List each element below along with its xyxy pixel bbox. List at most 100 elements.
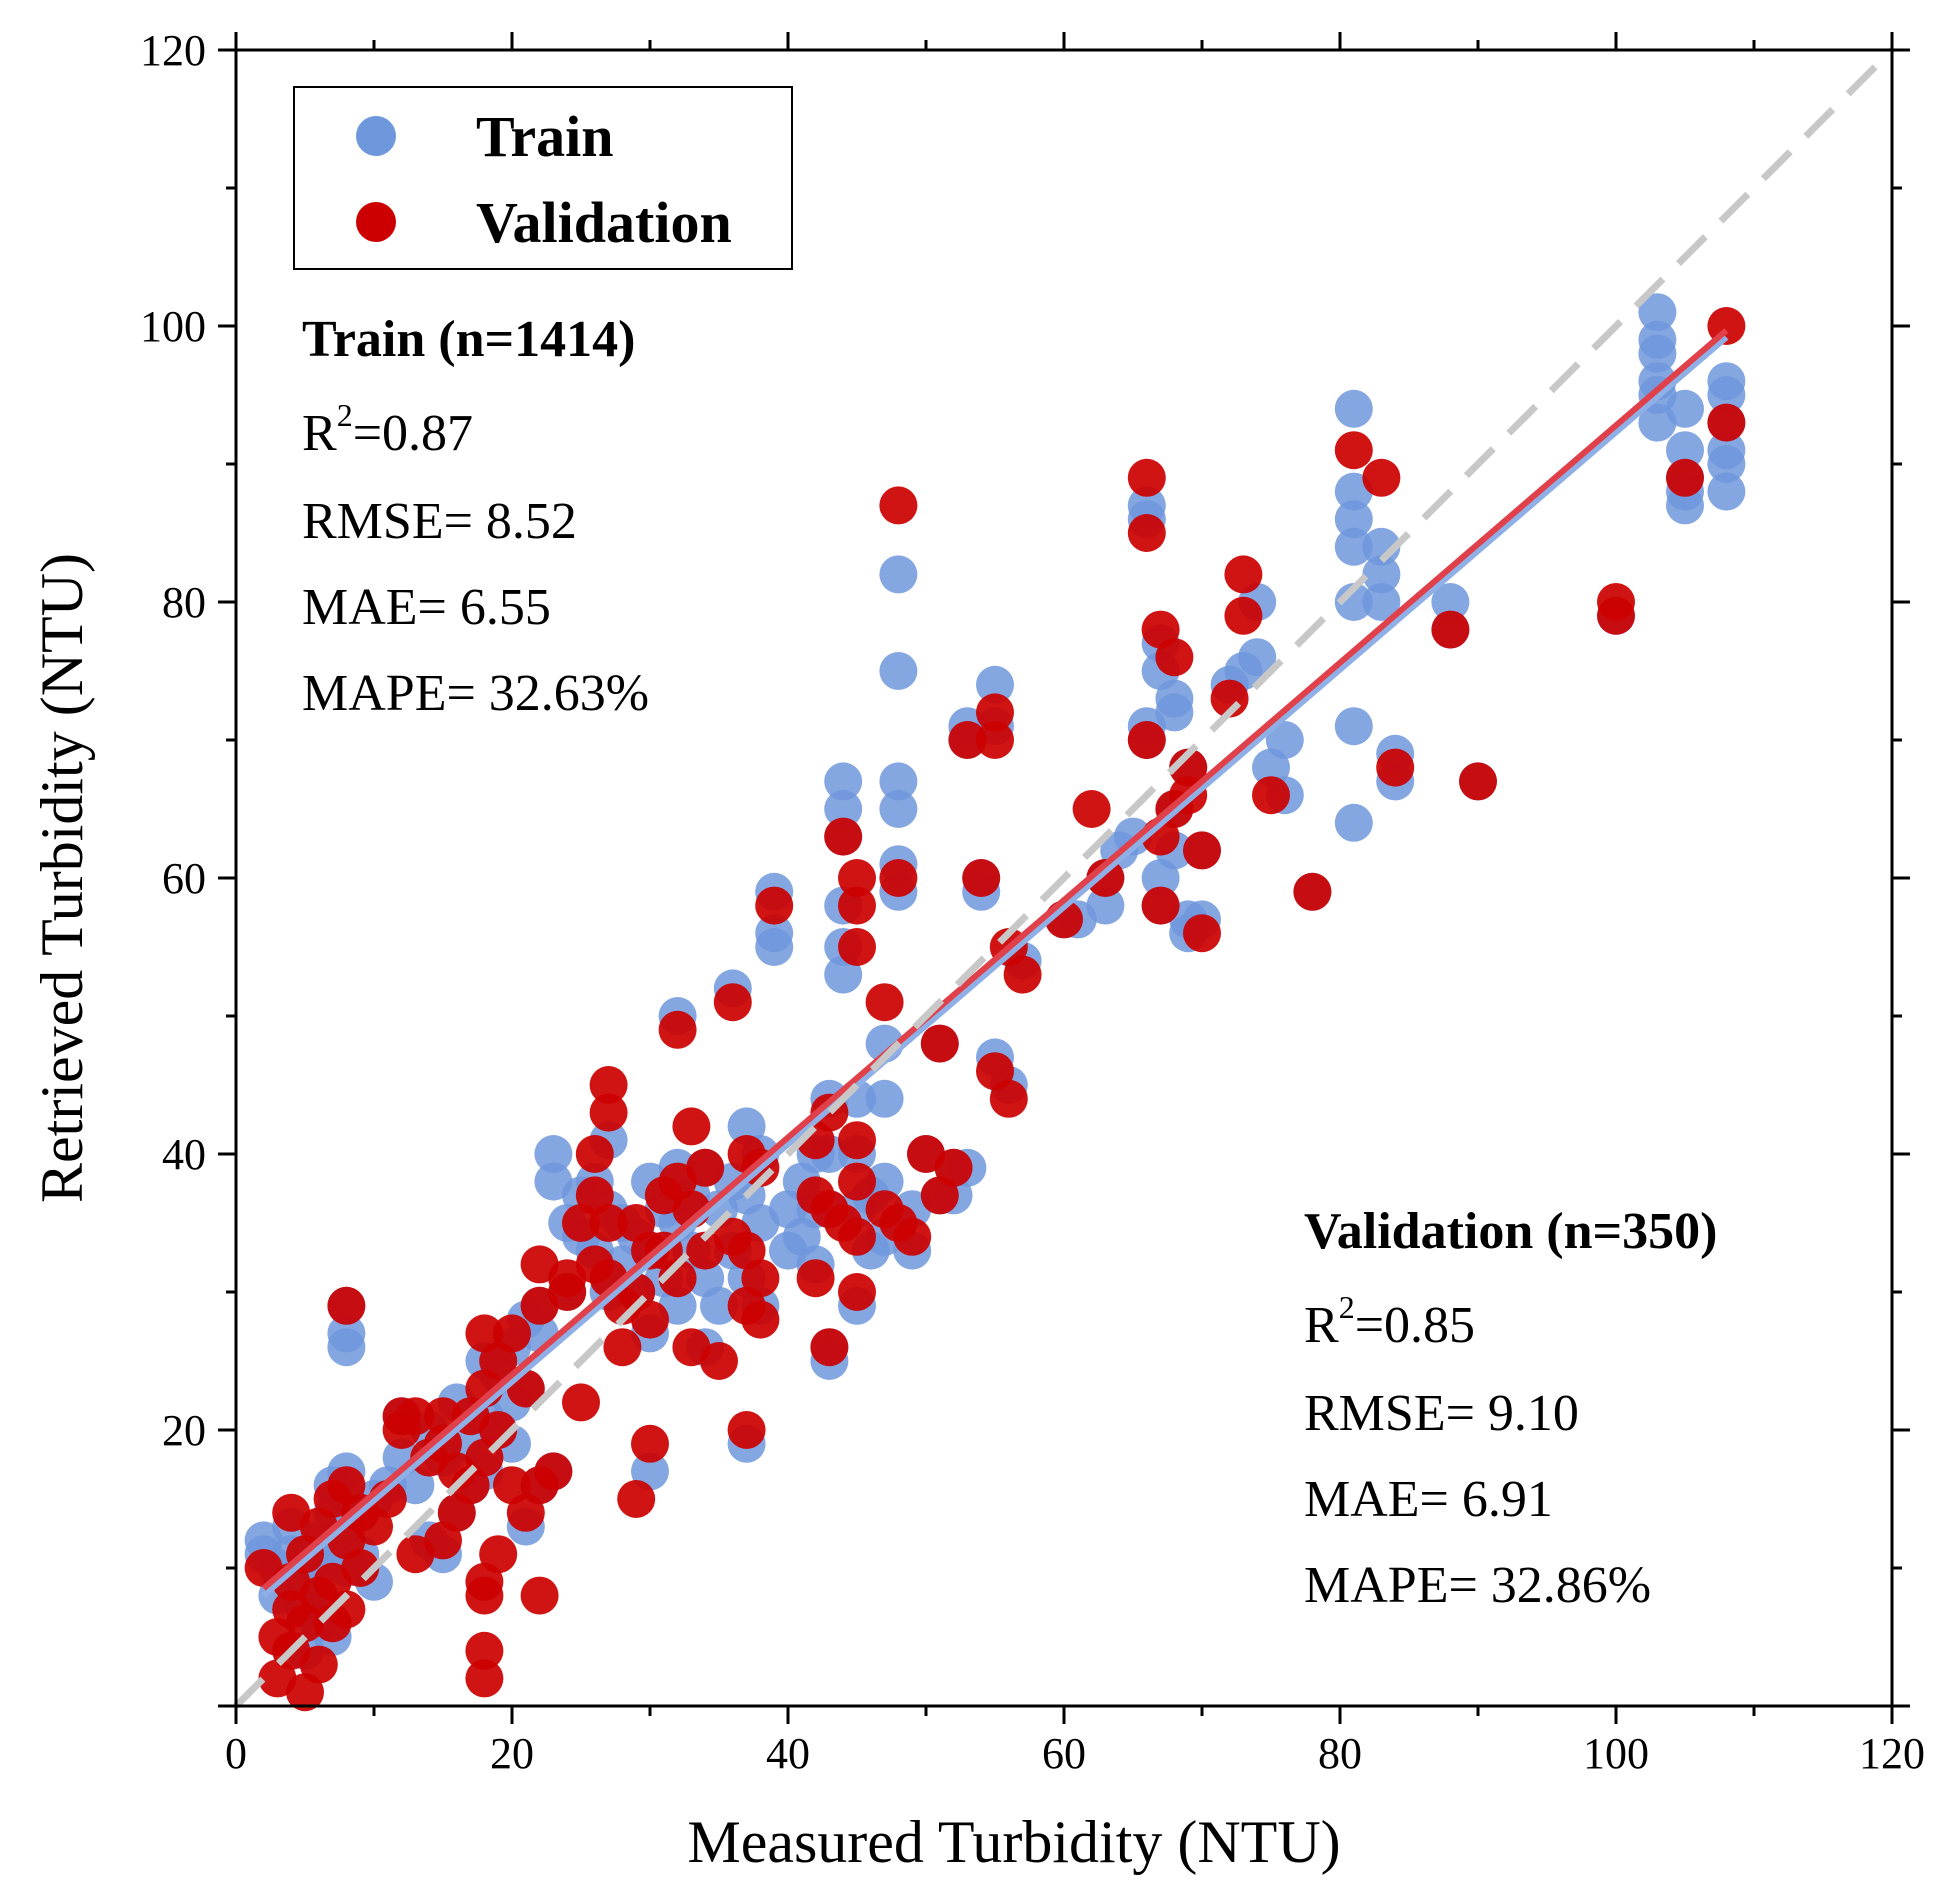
train-rmse: RMSE= 8.52 — [302, 493, 577, 550]
validation-point — [1707, 403, 1746, 442]
validation-point — [396, 1397, 435, 1436]
validation-point — [1155, 638, 1194, 677]
validation-point — [1293, 872, 1332, 911]
validation-point — [879, 859, 918, 897]
legend-marker-train — [356, 116, 396, 156]
fit-lines — [261, 328, 1729, 1598]
validation-point — [658, 1010, 697, 1049]
train-point — [1431, 583, 1470, 621]
validation-r2-label: R — [1304, 1297, 1339, 1354]
validation-point — [589, 1204, 628, 1242]
train-mae: MAE= 6.55 — [302, 579, 551, 636]
validation-stats: Validation (n=350) R2=0.85 RMSE= 9.10 MA… — [1304, 1203, 1717, 1614]
legend-label-train: Train — [476, 104, 614, 169]
validation-point — [1141, 886, 1180, 925]
validation-point — [299, 1645, 338, 1684]
validation-point — [838, 886, 876, 925]
validation-point — [589, 1066, 628, 1104]
train-r2-sup: 2 — [337, 397, 353, 433]
x-tick-label: 0 — [225, 1729, 247, 1778]
validation-fit-line — [261, 328, 1729, 1591]
validation-point — [603, 1328, 642, 1367]
validation-rmse: RMSE= 9.10 — [1304, 1385, 1579, 1442]
validation-point — [1183, 914, 1221, 953]
validation-point — [1086, 859, 1125, 897]
train-point — [1707, 472, 1746, 511]
validation-point — [989, 1079, 1028, 1118]
validation-r2-value: =0.85 — [1355, 1297, 1475, 1354]
train-point — [1362, 583, 1401, 621]
validation-point — [479, 1535, 518, 1574]
validation-point — [741, 1300, 780, 1339]
legend-label-validation: Validation — [476, 190, 732, 255]
axis-tick-labels: 0 20 40 60 80 100 120 20 40 60 80 100 120 — [140, 26, 1925, 1778]
x-tick-label: 20 — [490, 1729, 534, 1778]
one-to-one-reference-line — [233, 47, 1895, 1709]
train-point — [1238, 638, 1277, 677]
validation-point — [465, 1631, 504, 1670]
train-point — [534, 1135, 573, 1173]
train-point — [1638, 293, 1677, 332]
validation-point — [1362, 458, 1401, 497]
train-point — [824, 790, 863, 828]
validation-point — [934, 1148, 973, 1187]
validation-point — [1127, 514, 1166, 552]
validation-point — [562, 1383, 600, 1422]
y-tick-label: 60 — [162, 854, 206, 903]
train-point — [1638, 334, 1677, 373]
train-point — [865, 1162, 904, 1201]
validation-point — [341, 1549, 380, 1587]
train-point — [1334, 527, 1373, 566]
train-fit-line — [261, 335, 1729, 1598]
validation-point — [672, 1107, 711, 1146]
legend-marker-validation — [356, 202, 396, 242]
validation-point — [479, 1411, 518, 1449]
validation-point — [520, 1576, 559, 1615]
validation-point — [713, 983, 752, 1022]
validation-point — [727, 1411, 766, 1449]
validation-point — [1597, 596, 1635, 635]
validation-point — [1666, 458, 1704, 497]
train-point — [1334, 389, 1373, 428]
train-point — [700, 1286, 738, 1325]
train-point — [1666, 431, 1704, 470]
train-stats: Train (n=1414) R2=0.87 RMSE= 8.52 MAE= 6… — [302, 311, 649, 722]
train-point — [879, 555, 918, 594]
y-tick-label: 40 — [162, 1130, 206, 1179]
train-point — [1362, 555, 1401, 594]
validation-point — [976, 693, 1014, 732]
train-point — [879, 790, 918, 828]
validation-point — [810, 1328, 849, 1367]
train-point — [1707, 445, 1746, 483]
train-point — [1265, 721, 1304, 759]
validation-point — [962, 859, 1001, 897]
train-r2-value: =0.87 — [353, 405, 473, 462]
train-point — [327, 1328, 366, 1367]
validation-point — [824, 817, 863, 856]
train-point — [824, 762, 863, 801]
y-tick-label: 100 — [140, 302, 206, 351]
validation-point — [465, 1659, 504, 1698]
x-tick-label: 100 — [1583, 1729, 1649, 1778]
train-point — [865, 1079, 904, 1118]
validation-point — [1334, 431, 1373, 470]
validation-point — [741, 1259, 780, 1298]
validation-stats-title: Validation (n=350) — [1304, 1203, 1717, 1260]
train-point — [1334, 583, 1373, 621]
y-tick-label: 80 — [162, 578, 206, 627]
validation-point — [631, 1300, 669, 1339]
validation-point — [1183, 831, 1221, 870]
validation-point — [1431, 610, 1470, 649]
validation-point — [631, 1424, 669, 1463]
validation-point — [920, 1024, 959, 1063]
validation-point — [1376, 748, 1415, 787]
validation-point — [838, 1273, 876, 1311]
validation-point — [465, 1576, 504, 1615]
validation-point — [1127, 721, 1166, 759]
validation-point — [1169, 748, 1208, 787]
validation-point — [658, 1259, 697, 1298]
train-point — [1707, 376, 1746, 414]
validation-r2-sup: 2 — [1339, 1289, 1355, 1325]
train-point — [1666, 486, 1704, 525]
validation-point — [327, 1286, 366, 1325]
